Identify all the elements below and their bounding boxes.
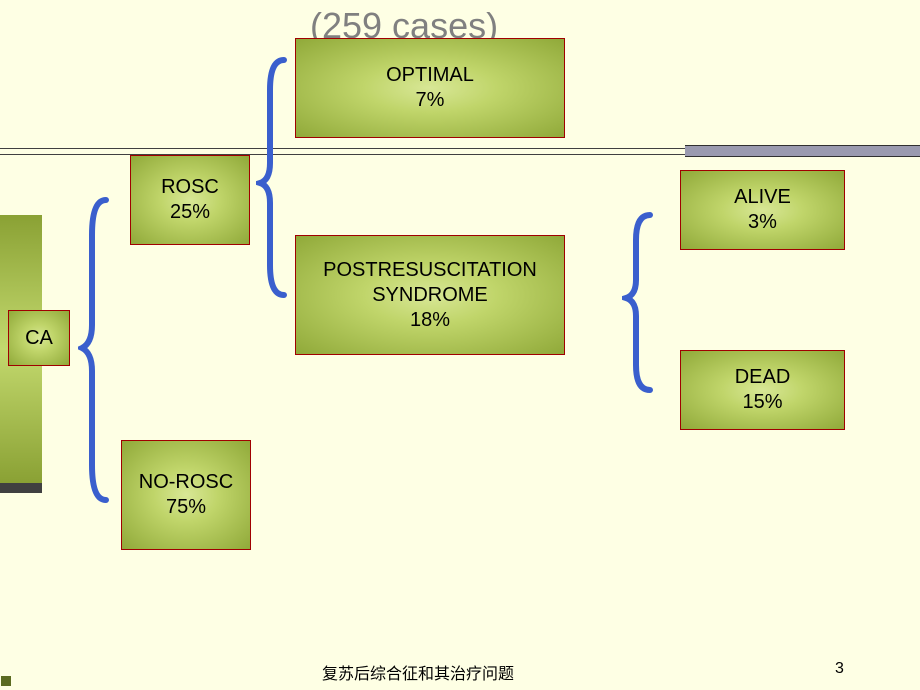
box-dead-pct: 15% <box>742 390 782 415</box>
box-rosc: ROSC 25% <box>130 155 250 245</box>
box-prs-label1: POSTRESUSCITATION <box>323 258 537 283</box>
thick-bar-right <box>685 145 920 157</box>
box-prs: POSTRESUSCITATION SYNDROME 18% <box>295 235 565 355</box>
box-ca-label: CA <box>25 326 53 351</box>
left-gray-strip <box>0 483 42 493</box>
box-norosc-pct: 75% <box>166 495 206 520</box>
footer-text: 复苏后综合征和其治疗问题 <box>322 660 514 684</box>
box-optimal: OPTIMAL 7% <box>295 38 565 138</box>
box-norosc: NO-ROSC 75% <box>121 440 251 550</box>
page-number: 3 <box>835 660 844 678</box>
brace-rosc <box>256 55 290 300</box>
box-alive-pct: 3% <box>748 210 777 235</box>
brace-ca <box>78 195 112 505</box>
box-prs-pct: 18% <box>410 308 450 333</box>
box-dead: DEAD 15% <box>680 350 845 430</box>
box-alive: ALIVE 3% <box>680 170 845 250</box>
box-alive-label: ALIVE <box>734 185 791 210</box>
box-rosc-pct: 25% <box>170 200 210 225</box>
box-optimal-label: OPTIMAL <box>386 63 474 88</box>
box-rosc-label: ROSC <box>161 175 219 200</box>
box-norosc-label: NO-ROSC <box>139 470 233 495</box>
corner-marker <box>1 676 11 686</box>
box-optimal-pct: 7% <box>416 88 445 113</box>
brace-prs <box>622 210 656 395</box>
box-ca: CA <box>8 310 70 366</box>
box-prs-label2: SYNDROME <box>372 283 488 308</box>
box-dead-label: DEAD <box>735 365 791 390</box>
